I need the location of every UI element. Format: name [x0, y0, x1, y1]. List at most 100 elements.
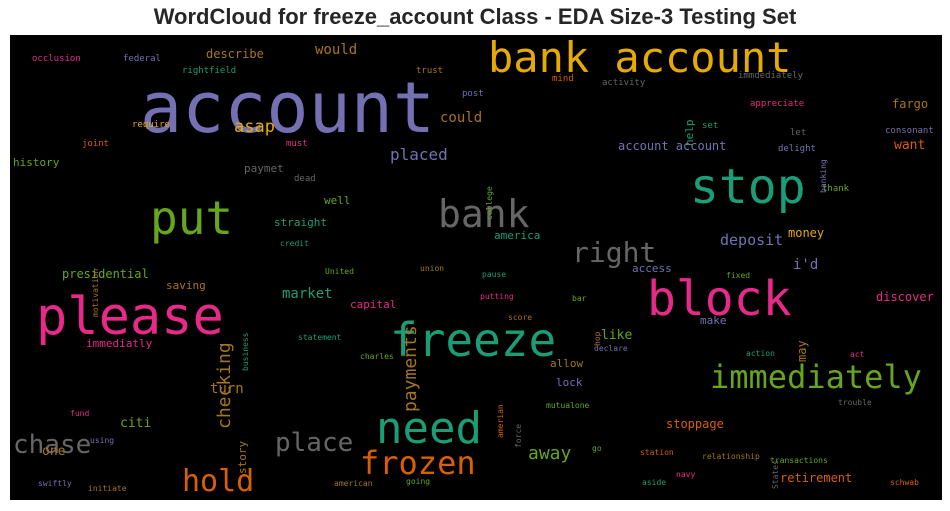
word-bar: bar [572, 294, 587, 303]
word-union: union [420, 264, 445, 273]
word-paymet: paymet [244, 162, 284, 175]
word-turn: turn [210, 381, 244, 397]
word-declare: declare [594, 344, 628, 353]
word-mutualone: mutualone [546, 401, 590, 410]
word-bank: bank [438, 192, 530, 236]
word-banking: banking [819, 159, 828, 193]
word-must: must [286, 139, 308, 149]
word-relationship: relationship [702, 452, 760, 461]
word-post: post [462, 89, 484, 99]
word-fargo: fargo [892, 97, 929, 111]
word-amerian: amerian [496, 404, 505, 438]
word-away: away [528, 443, 572, 464]
word-require: require [132, 120, 170, 130]
word-america: america [494, 229, 541, 242]
word-using: using [90, 436, 115, 445]
word-appreciate: appreciate [750, 99, 805, 109]
word-let: let [790, 128, 807, 138]
word-trouble: trouble [838, 398, 872, 407]
word-hold: hold [182, 464, 255, 499]
word-navy: navy [676, 470, 696, 479]
word-mind: mind [552, 74, 574, 84]
word-account: account [140, 67, 436, 149]
word-presidential: presidential [62, 267, 149, 281]
word-well: well [324, 194, 351, 207]
word-make: make [700, 314, 727, 327]
word-saving: saving [166, 279, 206, 292]
word-could: could [440, 110, 483, 126]
word-may: may [795, 340, 809, 363]
word-discover: discover [876, 290, 934, 304]
word-credit: credit [280, 239, 309, 248]
word-one: one [42, 444, 66, 459]
word-occlusion: occlusion [32, 54, 81, 64]
word-delight: delight [778, 144, 816, 154]
word-swiftly: swiftly [38, 479, 72, 488]
word-lock: lock [556, 376, 583, 389]
word-immdediately: immdediately [738, 71, 804, 81]
word-frozen: frozen [360, 444, 476, 482]
word-market: market [282, 286, 333, 302]
word-putting: putting [480, 292, 514, 301]
word-please: please [36, 287, 224, 347]
word-like: like [601, 328, 633, 343]
word-consonant: consonant [885, 126, 934, 136]
word-retirement: retirement [780, 471, 853, 485]
word-motivation: motivation [91, 268, 100, 317]
word-federal: federal [123, 54, 161, 64]
word-set: set [702, 121, 719, 131]
word-fund: fund [70, 409, 90, 418]
word-history: history [13, 156, 60, 169]
word-thank: thank [822, 184, 850, 194]
word-need: need [376, 403, 482, 454]
word-trust: trust [416, 66, 444, 76]
word-station: station [640, 448, 674, 457]
word-would: would [315, 42, 358, 58]
word-allow: allow [550, 357, 584, 370]
word-want: want [894, 138, 926, 153]
word-citi: citi [120, 416, 152, 431]
word-account-account: account account [618, 139, 727, 153]
word-straight: straight [274, 216, 327, 229]
word-college: college [485, 186, 494, 220]
word-force: force [514, 423, 523, 448]
word-american: american [334, 479, 373, 488]
word-statement: statement [298, 333, 342, 342]
word-capital: capital [350, 298, 397, 311]
word-joint: joint [82, 139, 110, 149]
word-dead: dead [294, 174, 316, 184]
word-initiate: initiate [88, 484, 127, 493]
word-activity: activity [602, 78, 646, 88]
word-freeze: freeze [390, 313, 557, 367]
word-immediatly: immediatly [86, 337, 153, 350]
word-act: act [850, 350, 865, 359]
word-payments: payments [400, 325, 421, 413]
word-score: score [508, 313, 533, 322]
word-help: help [683, 119, 696, 147]
word-right: right [572, 236, 657, 269]
word-rightfield: rightfield [182, 66, 237, 76]
word-story: story [236, 440, 249, 475]
word-deposit: deposit [720, 231, 784, 249]
word-united: United [325, 267, 354, 276]
word-bank-account: bank account [488, 35, 792, 82]
word-money: money [788, 226, 825, 240]
word-cloud-canvas: account bank account stop please block freeze… [10, 35, 942, 500]
word-go: go [592, 444, 602, 453]
word-stop: stop [690, 159, 806, 215]
word-fixed: fixed [726, 271, 751, 280]
word-pause: pause [482, 270, 507, 279]
word-schwab: schwab [890, 478, 919, 487]
word-placed: placed [390, 145, 448, 164]
word-going: going [406, 477, 431, 486]
word-access: access [632, 262, 672, 275]
word-describe: describe [206, 47, 264, 61]
word-put: put [150, 191, 234, 245]
word-block: block [647, 271, 792, 327]
word-i-d: i'd [793, 257, 819, 273]
word-aside: aside [642, 478, 667, 487]
word-transactions: transactions [770, 456, 828, 465]
word-business: business [241, 332, 250, 371]
word-immediately: immediately [710, 358, 922, 396]
word-place: place [275, 428, 354, 458]
